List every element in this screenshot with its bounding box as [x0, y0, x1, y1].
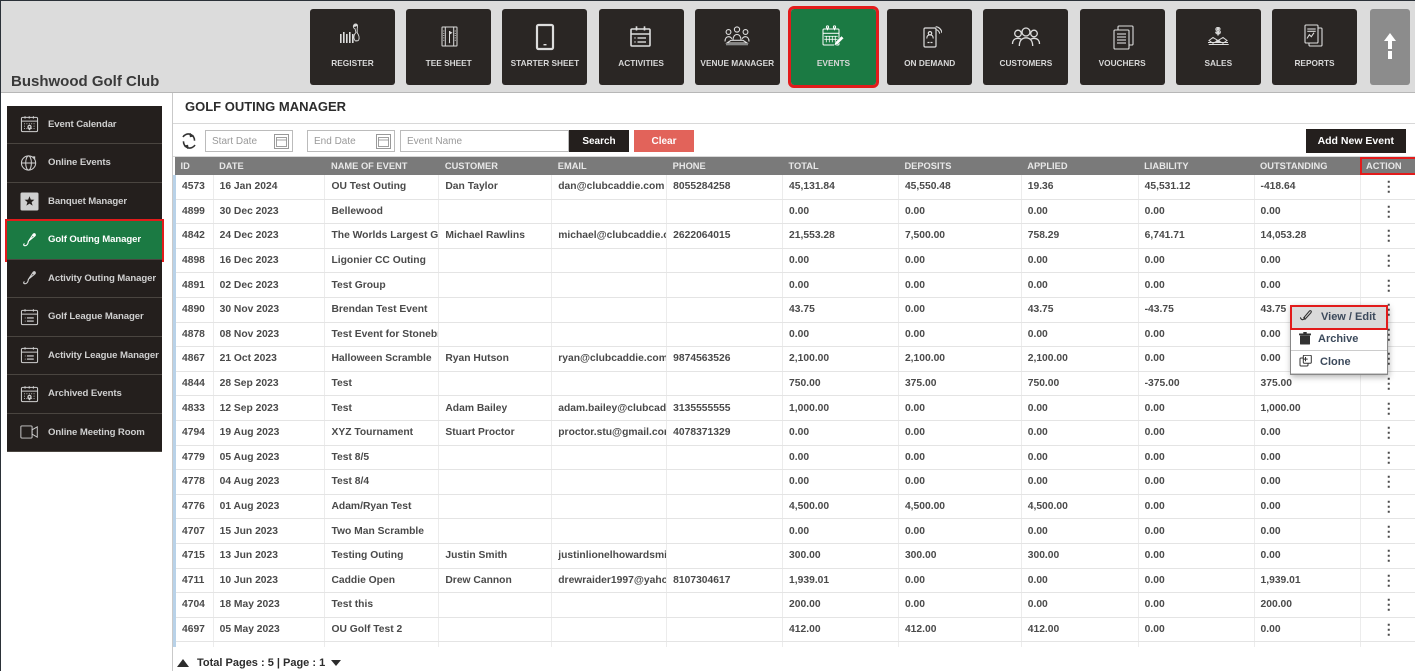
svg-text:$: $ [1216, 26, 1221, 36]
